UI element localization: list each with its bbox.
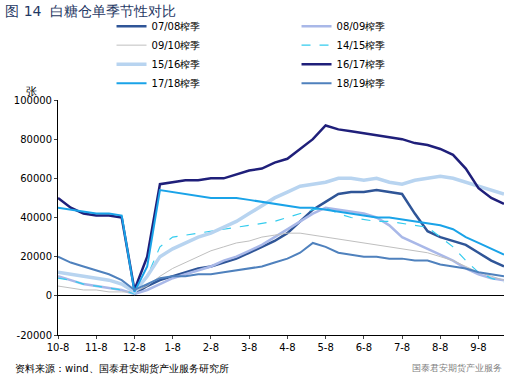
svg-text:10-8: 10-8 <box>47 342 70 353</box>
svg-text:资料来源：wind、国泰君安期货产业服务研究所: 资料来源：wind、国泰君安期货产业服务研究所 <box>15 363 229 374</box>
svg-text:100000: 100000 <box>14 95 52 106</box>
svg-text:11-8: 11-8 <box>85 342 108 353</box>
svg-text:0: 0 <box>46 290 52 301</box>
svg-text:08/09榨季: 08/09榨季 <box>337 21 386 32</box>
svg-text:5-8: 5-8 <box>317 342 333 353</box>
svg-text:7-8: 7-8 <box>394 342 410 353</box>
svg-text:国泰君安期货产业服务: 国泰君安期货产业服务 <box>412 363 502 373</box>
svg-text:09/10榨季: 09/10榨季 <box>152 40 201 51</box>
svg-text:张: 张 <box>26 85 37 98</box>
svg-text:-20000: -20000 <box>17 330 52 341</box>
svg-text:1-8: 1-8 <box>165 342 181 353</box>
svg-text:80000: 80000 <box>20 134 52 145</box>
svg-text:07/08榨季: 07/08榨季 <box>152 21 201 32</box>
svg-text:4-8: 4-8 <box>279 342 295 353</box>
svg-text:9-8: 9-8 <box>470 342 486 353</box>
svg-text:16/17榨季: 16/17榨季 <box>337 59 386 70</box>
svg-text:6-8: 6-8 <box>356 342 372 353</box>
svg-text:2-8: 2-8 <box>203 342 219 353</box>
svg-text:15/16榨季: 15/16榨季 <box>152 59 201 70</box>
svg-text:17/18榨季: 17/18榨季 <box>152 78 201 89</box>
svg-text:14/15榨季: 14/15榨季 <box>337 40 386 51</box>
svg-text:20000: 20000 <box>20 251 52 262</box>
svg-text:8-8: 8-8 <box>432 342 448 353</box>
svg-text:3-8: 3-8 <box>241 342 257 353</box>
svg-text:60000: 60000 <box>20 173 52 184</box>
svg-text:12-8: 12-8 <box>123 342 146 353</box>
svg-text:40000: 40000 <box>20 212 52 223</box>
svg-text:18/19榨季: 18/19榨季 <box>337 78 386 89</box>
svg-text:图 14 白糖仓单季节性对比: 图 14 白糖仓单季节性对比 <box>5 3 176 19</box>
